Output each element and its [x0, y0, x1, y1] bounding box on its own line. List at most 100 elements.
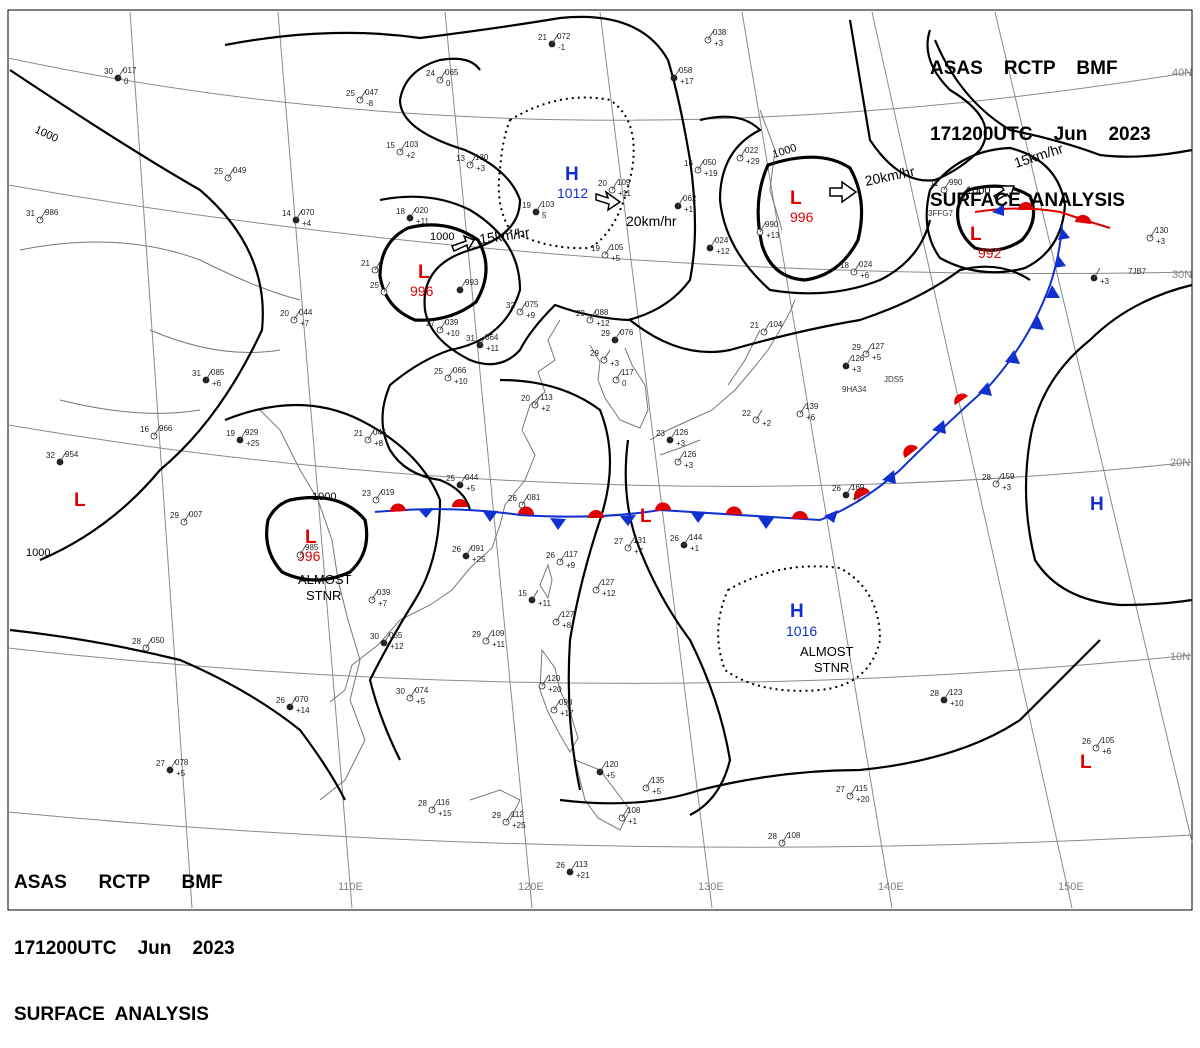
- wind-barb-icon: [627, 537, 635, 549]
- station-pressure: 135: [651, 776, 665, 785]
- station-pressure-change: +17: [680, 77, 694, 86]
- lon-label-150e: 150E: [1058, 881, 1084, 893]
- station-plot: 29 088 +12: [576, 308, 610, 328]
- station-temperature: 24: [426, 69, 435, 78]
- station-pressure-change: +12: [596, 319, 610, 328]
- motion-arrows: [451, 180, 1016, 253]
- isobar-north-big: [224, 15, 697, 366]
- station-temperature: 15: [518, 589, 527, 598]
- station-pressure-change: +7: [634, 547, 644, 556]
- wind-barb-icon: [595, 579, 603, 591]
- header-line-agency: ASAS RCTP BMF: [930, 58, 1118, 79]
- wind-barb-icon: [943, 179, 951, 191]
- station-pressure: 050: [703, 158, 717, 167]
- station-pressure: 117: [565, 550, 578, 559]
- wind-barb-icon: [293, 309, 301, 321]
- station-plot: 32 954: [46, 450, 79, 466]
- station-temperature: 29: [576, 309, 585, 318]
- station-pressure: 144: [689, 533, 703, 542]
- station-pressure-change: +12: [602, 589, 616, 598]
- wind-barb-icon: [559, 551, 567, 563]
- station-pressure-change: +10: [454, 377, 468, 386]
- station-pressure: 066: [453, 366, 467, 375]
- wind-barb-icon: [621, 807, 629, 819]
- isobar-label: 1000: [966, 185, 990, 197]
- station-temperature: 20: [598, 179, 607, 188]
- station-pressure-change: +11: [416, 217, 430, 226]
- isobar-shanghai-outer: [379, 195, 522, 511]
- warm-front-bump: [654, 502, 671, 511]
- warm-front-bump: [1075, 214, 1092, 224]
- station-pressure-change: +9: [566, 561, 576, 570]
- station-pressure-change: +5: [466, 484, 476, 493]
- station-temperature: 19: [226, 429, 235, 438]
- station-pressure: 115: [855, 784, 868, 793]
- lat-label-20n: 20N: [1170, 457, 1190, 469]
- station-plot: 29 076: [601, 328, 634, 344]
- station-temperature: 32: [46, 451, 55, 460]
- cold-front-barb: [1046, 285, 1060, 298]
- wind-barb-icon: [709, 237, 717, 249]
- lat-label-40n: 40N: [1172, 67, 1192, 79]
- station-pressure: 127: [601, 578, 615, 587]
- isobar-west: [9, 69, 264, 562]
- ship-ids: 3FFG7 9HA34 JDS5 7JB7: [842, 209, 1147, 394]
- cold-front-barb: [824, 510, 838, 523]
- warm-front-bump: [954, 393, 968, 405]
- station-temperature: 29: [472, 630, 481, 639]
- station-plot: 18 024 +6: [840, 260, 873, 280]
- station-pressure-change: +10: [446, 329, 460, 338]
- station-pressure-change: +10: [950, 699, 964, 708]
- station-pressure: 112: [511, 810, 524, 819]
- wind-barb-icon: [359, 89, 367, 101]
- station-temperature: 32: [506, 301, 515, 310]
- wind-barb-icon: [707, 29, 715, 41]
- station-plot: 135+5: [642, 776, 665, 796]
- station-pressure-change: +11: [538, 599, 552, 608]
- station-pressure: 954: [65, 450, 79, 459]
- station-temperature: 25: [434, 367, 443, 376]
- station-pressure: 081: [527, 493, 541, 502]
- lat-label-30n: 30N: [1172, 269, 1192, 281]
- low-center-shanghai: L: [418, 262, 430, 283]
- station-pressure: 131: [633, 536, 647, 545]
- station-pressure-change: +6: [806, 413, 816, 422]
- station-pressure-change: +25: [512, 821, 526, 830]
- high-center-south: H: [790, 601, 804, 622]
- station-plot: 30 055 +12: [370, 631, 404, 651]
- header-line-time: 171200UTC Jun 2023: [14, 938, 235, 959]
- warm-front-bump: [588, 510, 604, 518]
- station-pressure-change: +3: [676, 439, 686, 448]
- wind-barb-icon: [845, 355, 853, 367]
- station-temperature: 21: [750, 321, 759, 330]
- station-pressure: 074: [415, 686, 429, 695]
- wind-barb-icon: [59, 451, 67, 463]
- station-pressure: 085: [211, 368, 225, 377]
- station-temperature: 30: [370, 632, 379, 641]
- wind-barb-icon: [117, 67, 125, 79]
- station-pressure-change: +29: [746, 157, 760, 166]
- wind-barb-icon: [697, 159, 705, 171]
- wind-barb-icon: [995, 473, 1003, 485]
- station-plot: 14 070 +4: [282, 208, 315, 228]
- station-pressure: 117: [621, 368, 634, 377]
- wind-barb-icon: [399, 141, 407, 153]
- wind-barb-icon: [551, 33, 559, 45]
- low-center-kurile: L: [970, 224, 982, 245]
- low-center-hokkaido: L: [790, 188, 802, 209]
- station-pressure: 072: [557, 32, 571, 41]
- station-temperature: 28: [418, 799, 427, 808]
- wind-barb-icon: [614, 329, 622, 341]
- station-pressure-change: +2: [762, 419, 772, 428]
- lon-label-130e: 130E: [698, 881, 724, 893]
- station-pressure-change: +5: [416, 697, 426, 706]
- lat-label-10n: 10N: [1170, 651, 1190, 663]
- isobar-label: 1000: [312, 491, 336, 503]
- station-pressure: 126: [675, 428, 689, 437]
- station-plot: 23 019: [362, 488, 395, 504]
- station-temperature: 23: [656, 429, 665, 438]
- station-plot: 26 105 +6: [1082, 736, 1115, 756]
- station-pressure-change: +9: [526, 311, 536, 320]
- station-pressure-change: +8: [562, 621, 572, 630]
- wind-barb-icon: [485, 630, 493, 642]
